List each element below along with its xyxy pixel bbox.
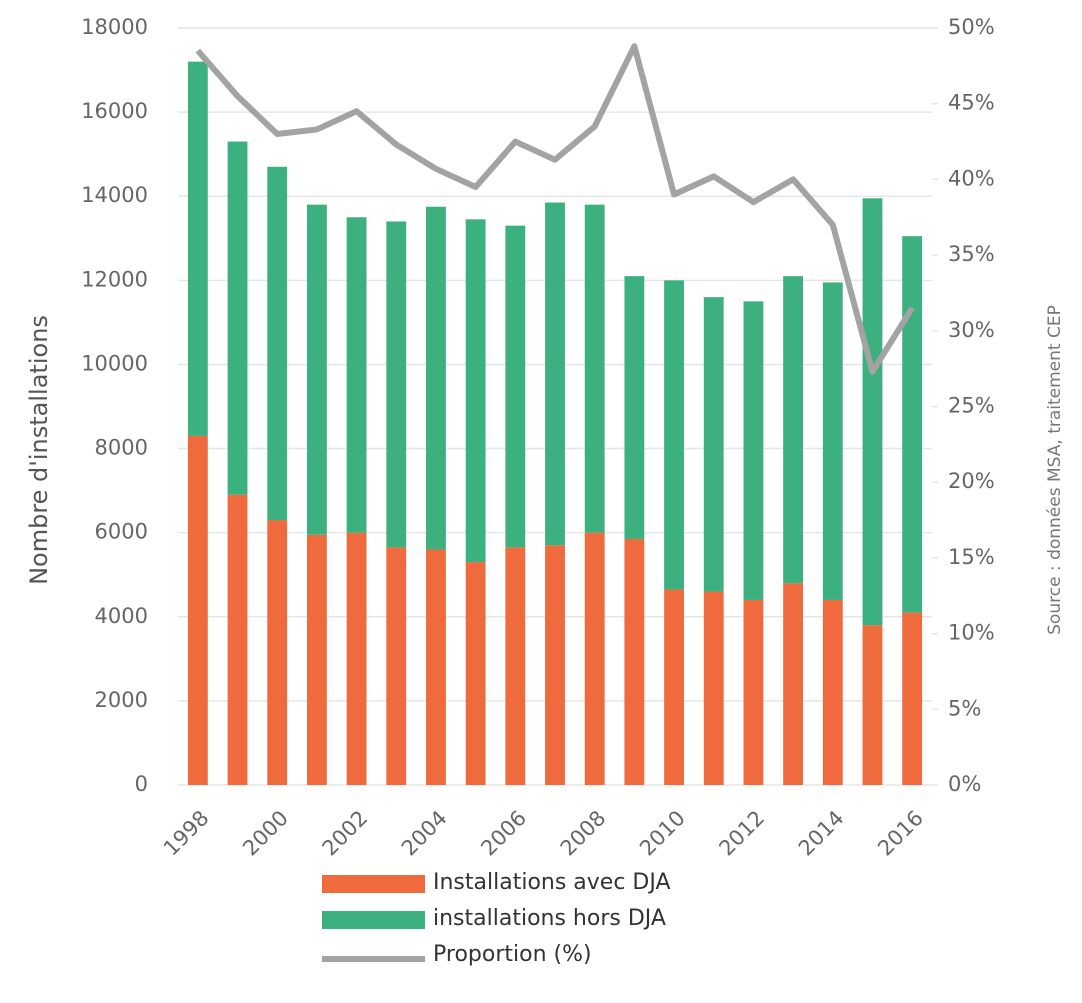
y2-tick-label: 15%	[948, 545, 995, 569]
y-tick-label: 4000	[95, 604, 148, 628]
bar	[822, 282, 843, 600]
legend-label: Installations avec DJA	[433, 870, 671, 895]
y2-tick-label: 30%	[948, 318, 995, 342]
legend-label: Proportion (%)	[433, 942, 592, 967]
bar	[346, 532, 367, 785]
bar	[902, 236, 923, 613]
bar	[267, 520, 288, 785]
bar	[306, 204, 327, 535]
x-tick-label: 2004	[397, 806, 452, 861]
y2-tick-label: 35%	[948, 242, 995, 266]
bar	[624, 538, 645, 785]
bar	[227, 494, 248, 785]
y2-tick-label: 50%	[948, 15, 995, 39]
y-tick-label: 18000	[81, 15, 148, 39]
y2-tick-label: 5%	[948, 696, 981, 720]
y2-tick-label: 20%	[948, 469, 995, 493]
y-tick-label: 16000	[81, 99, 148, 123]
legend-label: installations hors DJA	[433, 906, 666, 931]
bar	[664, 280, 684, 590]
bar	[187, 435, 208, 785]
bar	[822, 599, 843, 785]
y2-tick-label: 40%	[948, 166, 995, 190]
y-tick-label: 10000	[81, 351, 148, 375]
bar	[584, 204, 605, 533]
x-tick-label: 2014	[794, 806, 849, 861]
bar	[465, 219, 486, 563]
y-tick-label: 14000	[81, 183, 148, 207]
bar	[624, 276, 645, 539]
x-tick-label: 2010	[635, 806, 690, 861]
legend-swatch	[322, 911, 425, 929]
y-tick-label: 6000	[95, 520, 148, 544]
bar	[862, 625, 883, 785]
x-tick-label: 1998	[159, 806, 214, 861]
bar	[505, 225, 526, 548]
bar	[783, 583, 804, 785]
bar	[902, 612, 923, 785]
bar	[783, 276, 804, 584]
x-tick-label: 2008	[556, 806, 611, 861]
y-tick-label: 8000	[95, 436, 148, 460]
y2-tick-label: 25%	[948, 394, 995, 418]
bar	[306, 534, 327, 785]
bar	[703, 591, 724, 785]
bar	[664, 589, 684, 785]
bar	[267, 166, 288, 521]
x-tick-label: 2006	[476, 806, 531, 861]
bar	[187, 61, 208, 436]
proportion-line	[195, 43, 915, 375]
x-tick-label: 2002	[318, 806, 373, 861]
legend-swatch	[322, 875, 425, 893]
y2-tick-label: 0%	[948, 772, 981, 796]
y-tick-label: 12000	[81, 267, 148, 291]
bar	[545, 202, 565, 546]
bar	[386, 221, 407, 548]
bar	[386, 547, 407, 785]
bar	[584, 532, 605, 785]
bar	[505, 547, 526, 785]
y2-tick-label: 45%	[948, 91, 995, 115]
bar	[426, 549, 446, 785]
bar	[862, 198, 883, 626]
x-tick-label: 2000	[238, 806, 293, 861]
bar	[545, 545, 565, 785]
y-tick-label: 0	[135, 772, 148, 796]
x-tick-label: 2016	[873, 806, 928, 861]
bar	[426, 206, 446, 550]
bar	[743, 301, 764, 600]
y2-tick-label: 10%	[948, 621, 995, 645]
y-tick-label: 2000	[95, 688, 148, 712]
y-axis-label: Nombre d'installations	[25, 315, 53, 585]
source-note: Source : données MSA, traitement CEP	[1045, 305, 1065, 635]
bar	[227, 141, 248, 495]
bar	[346, 217, 367, 533]
bar	[743, 599, 764, 785]
x-tick-label: 2012	[714, 806, 769, 861]
bar	[465, 562, 486, 785]
bar	[703, 297, 724, 592]
legend: Installations avec DJA installations hors…	[322, 870, 671, 967]
